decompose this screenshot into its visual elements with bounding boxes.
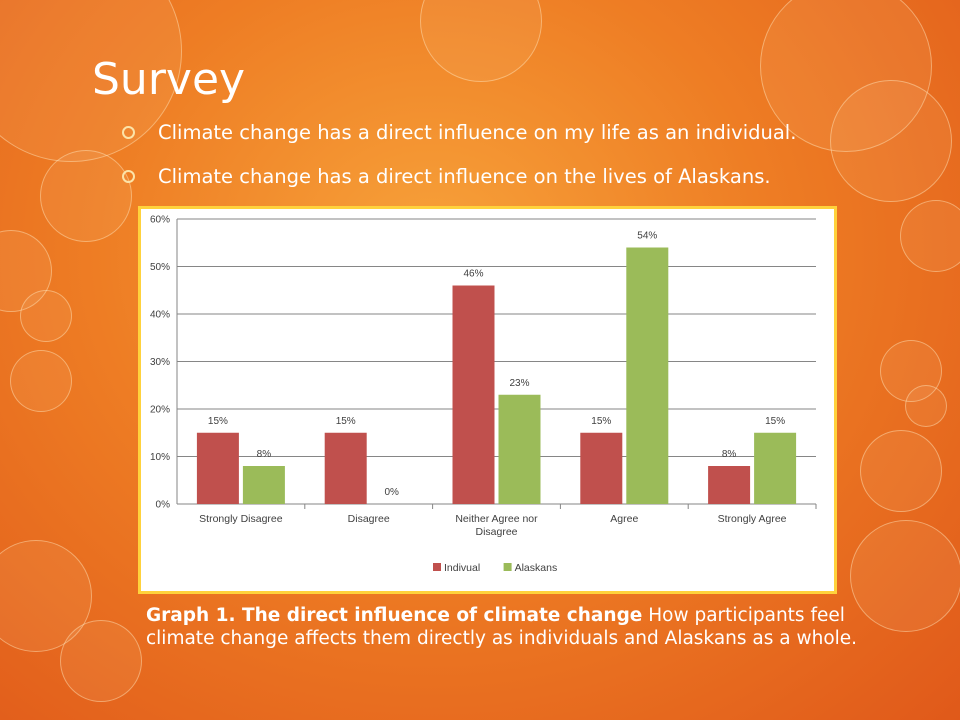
bullet-item: Climate change has a direct influence on… <box>122 118 796 148</box>
legend-swatch <box>503 563 512 571</box>
bullet-text: Climate change has a direct influence on… <box>158 121 797 144</box>
decor-bubble <box>60 620 142 702</box>
legend-swatch <box>433 563 441 571</box>
data-label: 54% <box>637 231 657 242</box>
data-label: 23% <box>509 378 529 389</box>
decor-bubble <box>40 150 132 242</box>
data-label: 46% <box>463 269 483 280</box>
bar-chart: 0% 10% 20% 30% 40% 50% 60% Strongly Disagree 15%… <box>150 215 817 574</box>
x-tick-label: Strongly Agree <box>718 513 787 525</box>
x-tick-label: Strongly Disagree <box>199 513 283 525</box>
bullet-text: Climate change has a direct influence on… <box>158 165 771 188</box>
x-tick-label: Neither Agree nor Disagree <box>455 513 538 538</box>
bar-indivual <box>580 432 623 504</box>
slide-title: Survey <box>92 54 246 105</box>
decor-bubble <box>850 520 960 632</box>
y-tick-label: 40% <box>150 310 170 321</box>
data-label: 0% <box>384 487 399 498</box>
bullet-list: Climate change has a direct influence on… <box>122 118 796 206</box>
bar-alaskans <box>626 247 669 504</box>
legend-label: Indivual <box>444 562 480 574</box>
bar-indivual <box>708 466 751 504</box>
decor-bubble <box>860 430 942 512</box>
bar-alaskans <box>242 466 285 504</box>
y-tick-label: 20% <box>150 405 170 416</box>
bar-indivual <box>324 432 367 504</box>
y-tick-label: 0% <box>156 500 171 511</box>
decor-bubble <box>905 385 947 427</box>
y-tick-label: 30% <box>150 357 170 368</box>
bar-indivual <box>196 432 239 504</box>
graph-caption: Graph 1. The direct influence of climate… <box>146 604 866 650</box>
caption-title: Graph 1. The direct influence of climate… <box>146 605 643 626</box>
decor-bubble <box>420 0 542 82</box>
circle-bullet-icon <box>122 170 135 183</box>
chart-frame: 0% 10% 20% 30% 40% 50% 60% Strongly Disagree 15%… <box>138 206 837 594</box>
x-tick-label: Disagree <box>348 513 390 525</box>
decor-bubble <box>10 350 72 412</box>
data-label: 15% <box>208 416 228 427</box>
data-label: 8% <box>257 449 272 460</box>
data-label: 15% <box>336 416 356 427</box>
circle-bullet-icon <box>122 126 135 139</box>
x-tick-label: Agree <box>610 513 638 525</box>
y-tick-label: 10% <box>150 452 170 463</box>
decor-bubble <box>20 290 72 342</box>
decor-bubble <box>830 80 952 202</box>
bar-alaskans <box>498 394 541 504</box>
y-tick-label: 50% <box>150 262 170 273</box>
y-tick-label: 60% <box>150 215 170 226</box>
bar-alaskans <box>754 432 797 504</box>
data-label: 15% <box>591 416 611 427</box>
bar-indivual <box>452 285 495 504</box>
data-label: 15% <box>765 416 785 427</box>
legend-label: Alaskans <box>515 562 558 574</box>
bullet-item: Climate change has a direct influence on… <box>122 162 796 192</box>
caption-body: How participants feel climate change aff… <box>146 605 858 649</box>
decor-bubble <box>900 200 960 272</box>
data-label: 8% <box>722 449 737 460</box>
